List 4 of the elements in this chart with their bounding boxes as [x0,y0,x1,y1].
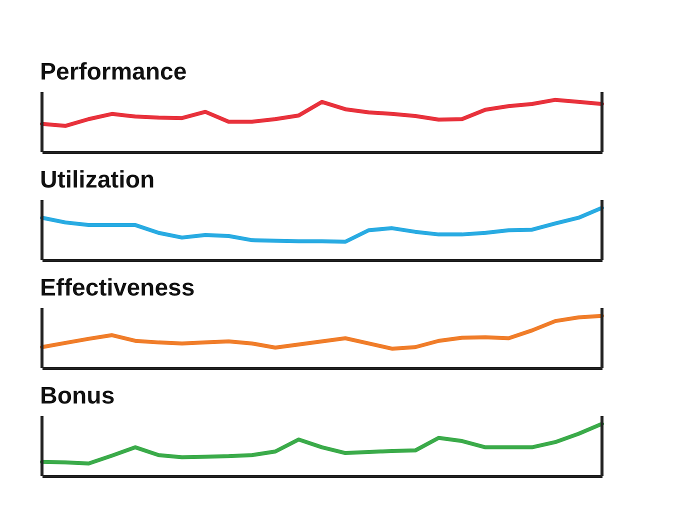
chart-title: Performance [40,58,187,86]
chart-title: Effectiveness [40,274,195,302]
chart-title: Utilization [40,166,155,194]
chart-title: Bonus [40,382,115,410]
